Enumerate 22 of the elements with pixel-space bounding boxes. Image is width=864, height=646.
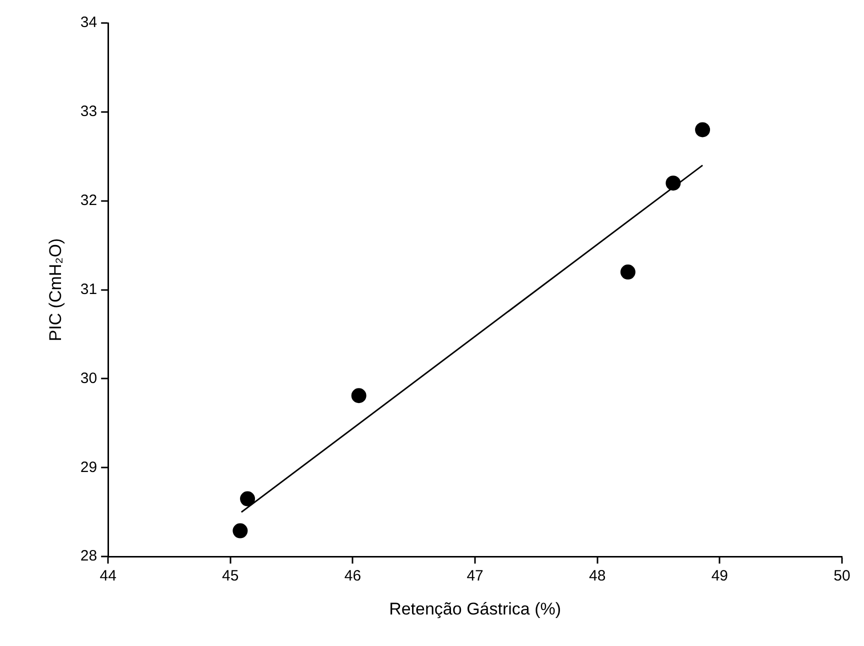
y-tick-label: 32 xyxy=(80,192,98,210)
point xyxy=(351,388,366,404)
y-tick-label: 29 xyxy=(80,458,98,476)
y-tick-label: 28 xyxy=(80,548,98,565)
y-tick-label: 34 xyxy=(80,14,98,32)
x-tick-label: 48 xyxy=(589,568,606,585)
x-tick-label: 45 xyxy=(222,568,239,585)
y-tick-label: 30 xyxy=(80,370,98,387)
x-tick-label: 47 xyxy=(466,568,484,585)
point xyxy=(232,523,248,538)
x-axis-title: Retenção Gástrica (%) xyxy=(389,599,562,618)
x-tick-label: 44 xyxy=(100,568,116,585)
point xyxy=(695,122,710,138)
point xyxy=(620,264,636,280)
y-axis-title: PIC (CmH₂O) xyxy=(46,238,65,342)
x-tick-label: 50 xyxy=(834,568,850,585)
y-tick-label: 31 xyxy=(80,280,98,298)
point xyxy=(666,176,681,191)
y-tick-label: 33 xyxy=(80,103,98,120)
point xyxy=(240,491,256,506)
x-tick-label: 46 xyxy=(344,568,362,585)
x-tick-label: 49 xyxy=(711,568,728,585)
